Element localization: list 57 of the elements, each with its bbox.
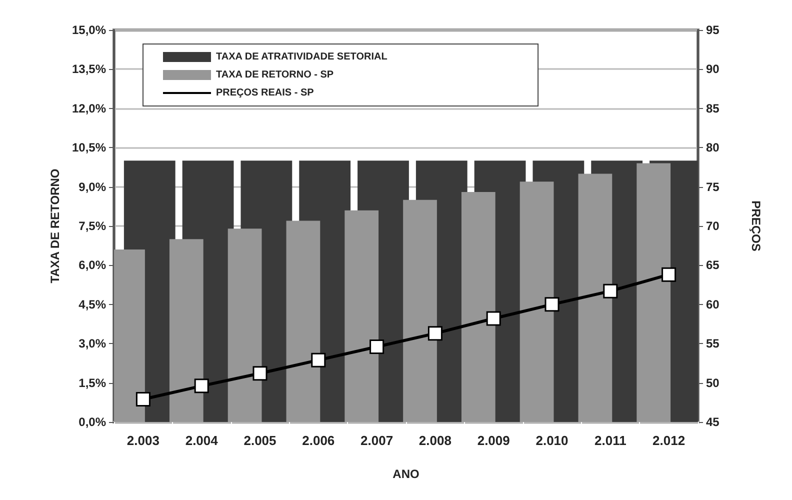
y2-axis-title: PREÇOS: [749, 200, 763, 252]
point: [662, 267, 676, 282]
legend-label: PREÇOS REAIS - SP: [216, 88, 314, 98]
point: [603, 284, 618, 298]
y-tick-label: 13,5%: [72, 62, 106, 76]
y2-tick-label: 65: [706, 258, 720, 272]
y-tick-label: 1,5%: [78, 376, 106, 390]
point: [428, 326, 442, 341]
bar: [578, 174, 612, 422]
bar: [520, 182, 554, 422]
point: [370, 339, 384, 354]
x-tick-label: 2.007: [360, 433, 394, 448]
bar: [286, 220, 320, 422]
y-tick-label: 6,0%: [78, 258, 106, 272]
x-tick-label: 2.005: [244, 433, 276, 448]
y2-tick-label: 85: [706, 101, 720, 116]
x-tick-label: 2.010: [536, 433, 568, 448]
y-tick-label: 10,5%: [72, 140, 106, 155]
bar: [228, 228, 262, 422]
point: [486, 311, 501, 326]
bar: [461, 192, 496, 422]
y2-tick-label: 45: [706, 415, 720, 429]
y-tick-label: 12,0%: [72, 101, 106, 116]
y2-tick-label: 55: [706, 336, 720, 351]
x-tick-label: 2.006: [302, 433, 335, 448]
x-tick-label: 2.012: [652, 433, 686, 448]
legend-label: TAXA DE ATRATIVIDADE SETORIAL: [216, 52, 388, 62]
y-tick-label: 3,0%: [78, 336, 106, 351]
y-axis-title: TAXA DE RETORNO: [48, 168, 62, 284]
x-tick-label: 2.003: [126, 433, 160, 448]
x-tick-label: 2.008: [418, 433, 452, 448]
bar: [403, 200, 437, 422]
y2-tick-label: 50: [706, 376, 720, 390]
x-axis-title: ANO: [392, 467, 420, 481]
y-tick-label: 0,0%: [78, 415, 106, 429]
y-tick-label: 7,5%: [78, 219, 106, 233]
y-tick-label: 9,0%: [78, 180, 106, 194]
bar: [636, 163, 671, 422]
point: [544, 297, 560, 312]
point: [311, 352, 326, 368]
y2-tick-label: 70: [706, 219, 720, 233]
point: [194, 378, 209, 394]
x-tick-label: 2.011: [594, 433, 626, 448]
legend-label: TAXA DE RETORNO - SP: [216, 70, 334, 80]
point: [252, 366, 268, 381]
y2-tick-label: 90: [706, 62, 720, 76]
x-tick-label: 2.009: [477, 433, 510, 448]
point: [136, 392, 150, 407]
x-tick-label: 2.004: [185, 433, 219, 448]
y2-tick-label: 75: [706, 180, 720, 194]
bar: [169, 239, 204, 422]
y-tick-label: 15,0%: [72, 23, 106, 37]
y-tick-label: 4,5%: [78, 297, 106, 312]
y2-tick-label: 60: [706, 297, 720, 312]
bar: [344, 210, 379, 422]
y2-tick-label: 95: [706, 23, 720, 37]
y2-tick-label: 80: [706, 140, 720, 155]
